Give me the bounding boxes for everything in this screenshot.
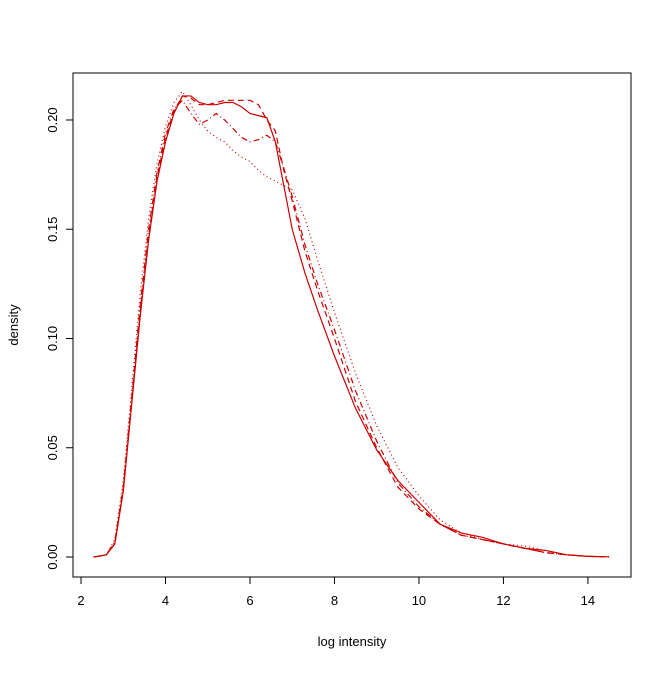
x-tick-label: 12 xyxy=(496,593,510,608)
x-tick-label: 6 xyxy=(246,593,253,608)
density-line xyxy=(93,95,610,558)
plot-frame xyxy=(72,72,632,578)
density-line xyxy=(93,99,610,558)
y-axis-label: density xyxy=(6,304,21,346)
density-line xyxy=(93,95,610,558)
x-tick-label: 4 xyxy=(162,593,169,608)
y-tick-label: 0.20 xyxy=(45,107,60,132)
y-tick-label: 0.10 xyxy=(45,326,60,351)
x-axis-label: log intensity xyxy=(318,634,387,649)
density-line xyxy=(93,90,610,558)
y-tick-label: 0.00 xyxy=(45,544,60,569)
x-tick-label: 14 xyxy=(581,593,595,608)
x-tick-label: 2 xyxy=(77,593,84,608)
x-tick-label: 10 xyxy=(412,593,426,608)
x-tick-label: 8 xyxy=(331,593,338,608)
y-tick-label: 0.15 xyxy=(45,217,60,242)
y-tick-label: 0.05 xyxy=(45,435,60,460)
